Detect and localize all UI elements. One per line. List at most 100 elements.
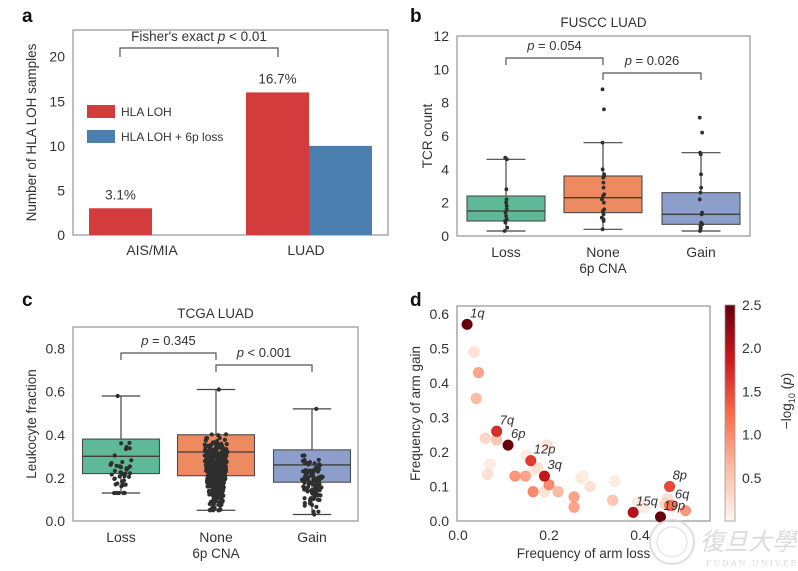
data-point-none [207,507,212,513]
data-point-loss [504,204,509,208]
data-point-none [205,436,210,441]
scatter-point [584,480,596,492]
data-point-gain [310,473,315,479]
data-point-gain [302,474,308,479]
data-point-loss [111,490,117,496]
panel-label-b: b [410,6,422,27]
data-point-loss [114,463,119,468]
scatter-point-3q [538,470,550,482]
x-tick-label: Loss [106,529,136,545]
legend-label: HLA LOH [121,105,172,119]
y-tick-label: 0.0 [430,513,450,529]
data-point-loss [112,453,117,458]
x-tick-label: 0.0 [448,527,468,543]
y-tick-label: 10 [433,61,449,77]
data-point-none [212,441,218,446]
bar-hla-loh-6p-loss-luad [309,145,372,235]
y-tick-label: 0 [57,227,65,243]
data-point-loss [129,458,134,463]
data-point-none [206,449,212,454]
x-tick-label: Gain [297,529,327,545]
data-point-loss [504,187,509,192]
panel-label-d: d [410,290,422,311]
p-value-annotation: p = 0.345 [140,333,196,348]
data-point-loss [119,441,124,446]
data-point-none [221,482,226,487]
arm-label-3q: 3q [547,457,562,472]
data-point-none [205,443,210,448]
scatter-point [484,458,496,470]
scatter-point [519,470,531,482]
arm-label-6p: 6p [511,426,525,441]
arm-label-19p: 19p [663,498,685,513]
bar-hla-loh-luad [246,92,309,236]
data-point-none [599,215,604,220]
significance-bracket [602,72,702,80]
x-tick-label: 0.4 [630,527,650,543]
data-point-gain [316,482,322,487]
data-point-none [219,498,224,504]
data-point-gain [302,480,307,485]
university-seal-icon [649,519,695,565]
scatter-point [482,468,494,480]
data-point-gain [698,190,703,195]
data-point-loss [115,393,120,399]
data-point-loss [120,459,125,465]
y-tick-label: 0.1 [430,479,450,495]
data-point-loss [117,474,122,479]
data-point-gain [316,467,322,472]
x-axis-label: 6p CNA [192,546,239,561]
data-point-none [216,387,221,392]
fudan-watermark: 復旦大學 FUDAN UNIVERSITY [649,519,798,568]
plot-frame [72,29,389,236]
p-value-annotation: p < 0.001 [236,345,292,360]
data-point-loss [124,466,129,471]
data-point-none [602,107,606,112]
data-point-gain [302,469,307,474]
data-point-loss [112,468,117,474]
data-point-none [215,496,220,501]
y-tick-label: 0.6 [430,306,450,322]
data-point-loss [503,210,508,215]
data-point-loss [127,440,132,446]
data-point-none [216,484,222,489]
panel-d-scatter-plot: 0.0 0.1 0.2 0.3 0.4 0.5 0.6 0.0 0.2 0.4 Frequency … [408,297,797,561]
bar-percent-label: 3.1% [105,187,136,202]
arm-label-8p: 8p [673,468,687,483]
x-tick-label: AIS/MIA [126,242,178,258]
data-point-none [209,467,214,472]
data-point-none [203,468,209,473]
data-point-none [602,192,607,197]
scatter-point-19p [654,511,666,523]
scatter-point-15q [627,506,639,518]
colorbar-tick-label: 2.0 [742,340,762,356]
colorbar-tick-label: 2.5 [742,297,762,313]
x-tick-label: 0.2 [539,527,559,543]
data-point-none [223,432,229,437]
scatter-point [568,501,580,513]
scatter-point [609,475,621,487]
y-tick-label: 2 [441,195,449,211]
bar-percent-label: 16.7% [258,71,296,86]
data-point-loss [123,482,128,487]
data-point-none [602,172,607,177]
y-axis-label: TCR count [420,103,435,168]
data-point-none [208,471,213,477]
box-gain [661,192,741,225]
arm-label-1q: 1q [470,305,485,320]
data-point-none [212,499,217,504]
colorbar-label: −log10 (p) [779,373,797,429]
data-point-loss [109,472,114,477]
y-axis-label: Leukocyte fraction [24,369,39,479]
y-tick-label: 6 [441,128,449,144]
p-value-annotation: p = 0.054 [526,38,582,53]
data-point-none [208,491,213,496]
data-point-loss [504,207,509,212]
data-point-gain [309,481,315,486]
y-tick-label: 10 [49,138,65,154]
legend-label: HLA LOH + 6p loss [121,130,223,144]
data-point-none [208,481,213,486]
x-tick-label: None [199,529,233,545]
chart-title: TCGA LUAD [177,306,254,321]
